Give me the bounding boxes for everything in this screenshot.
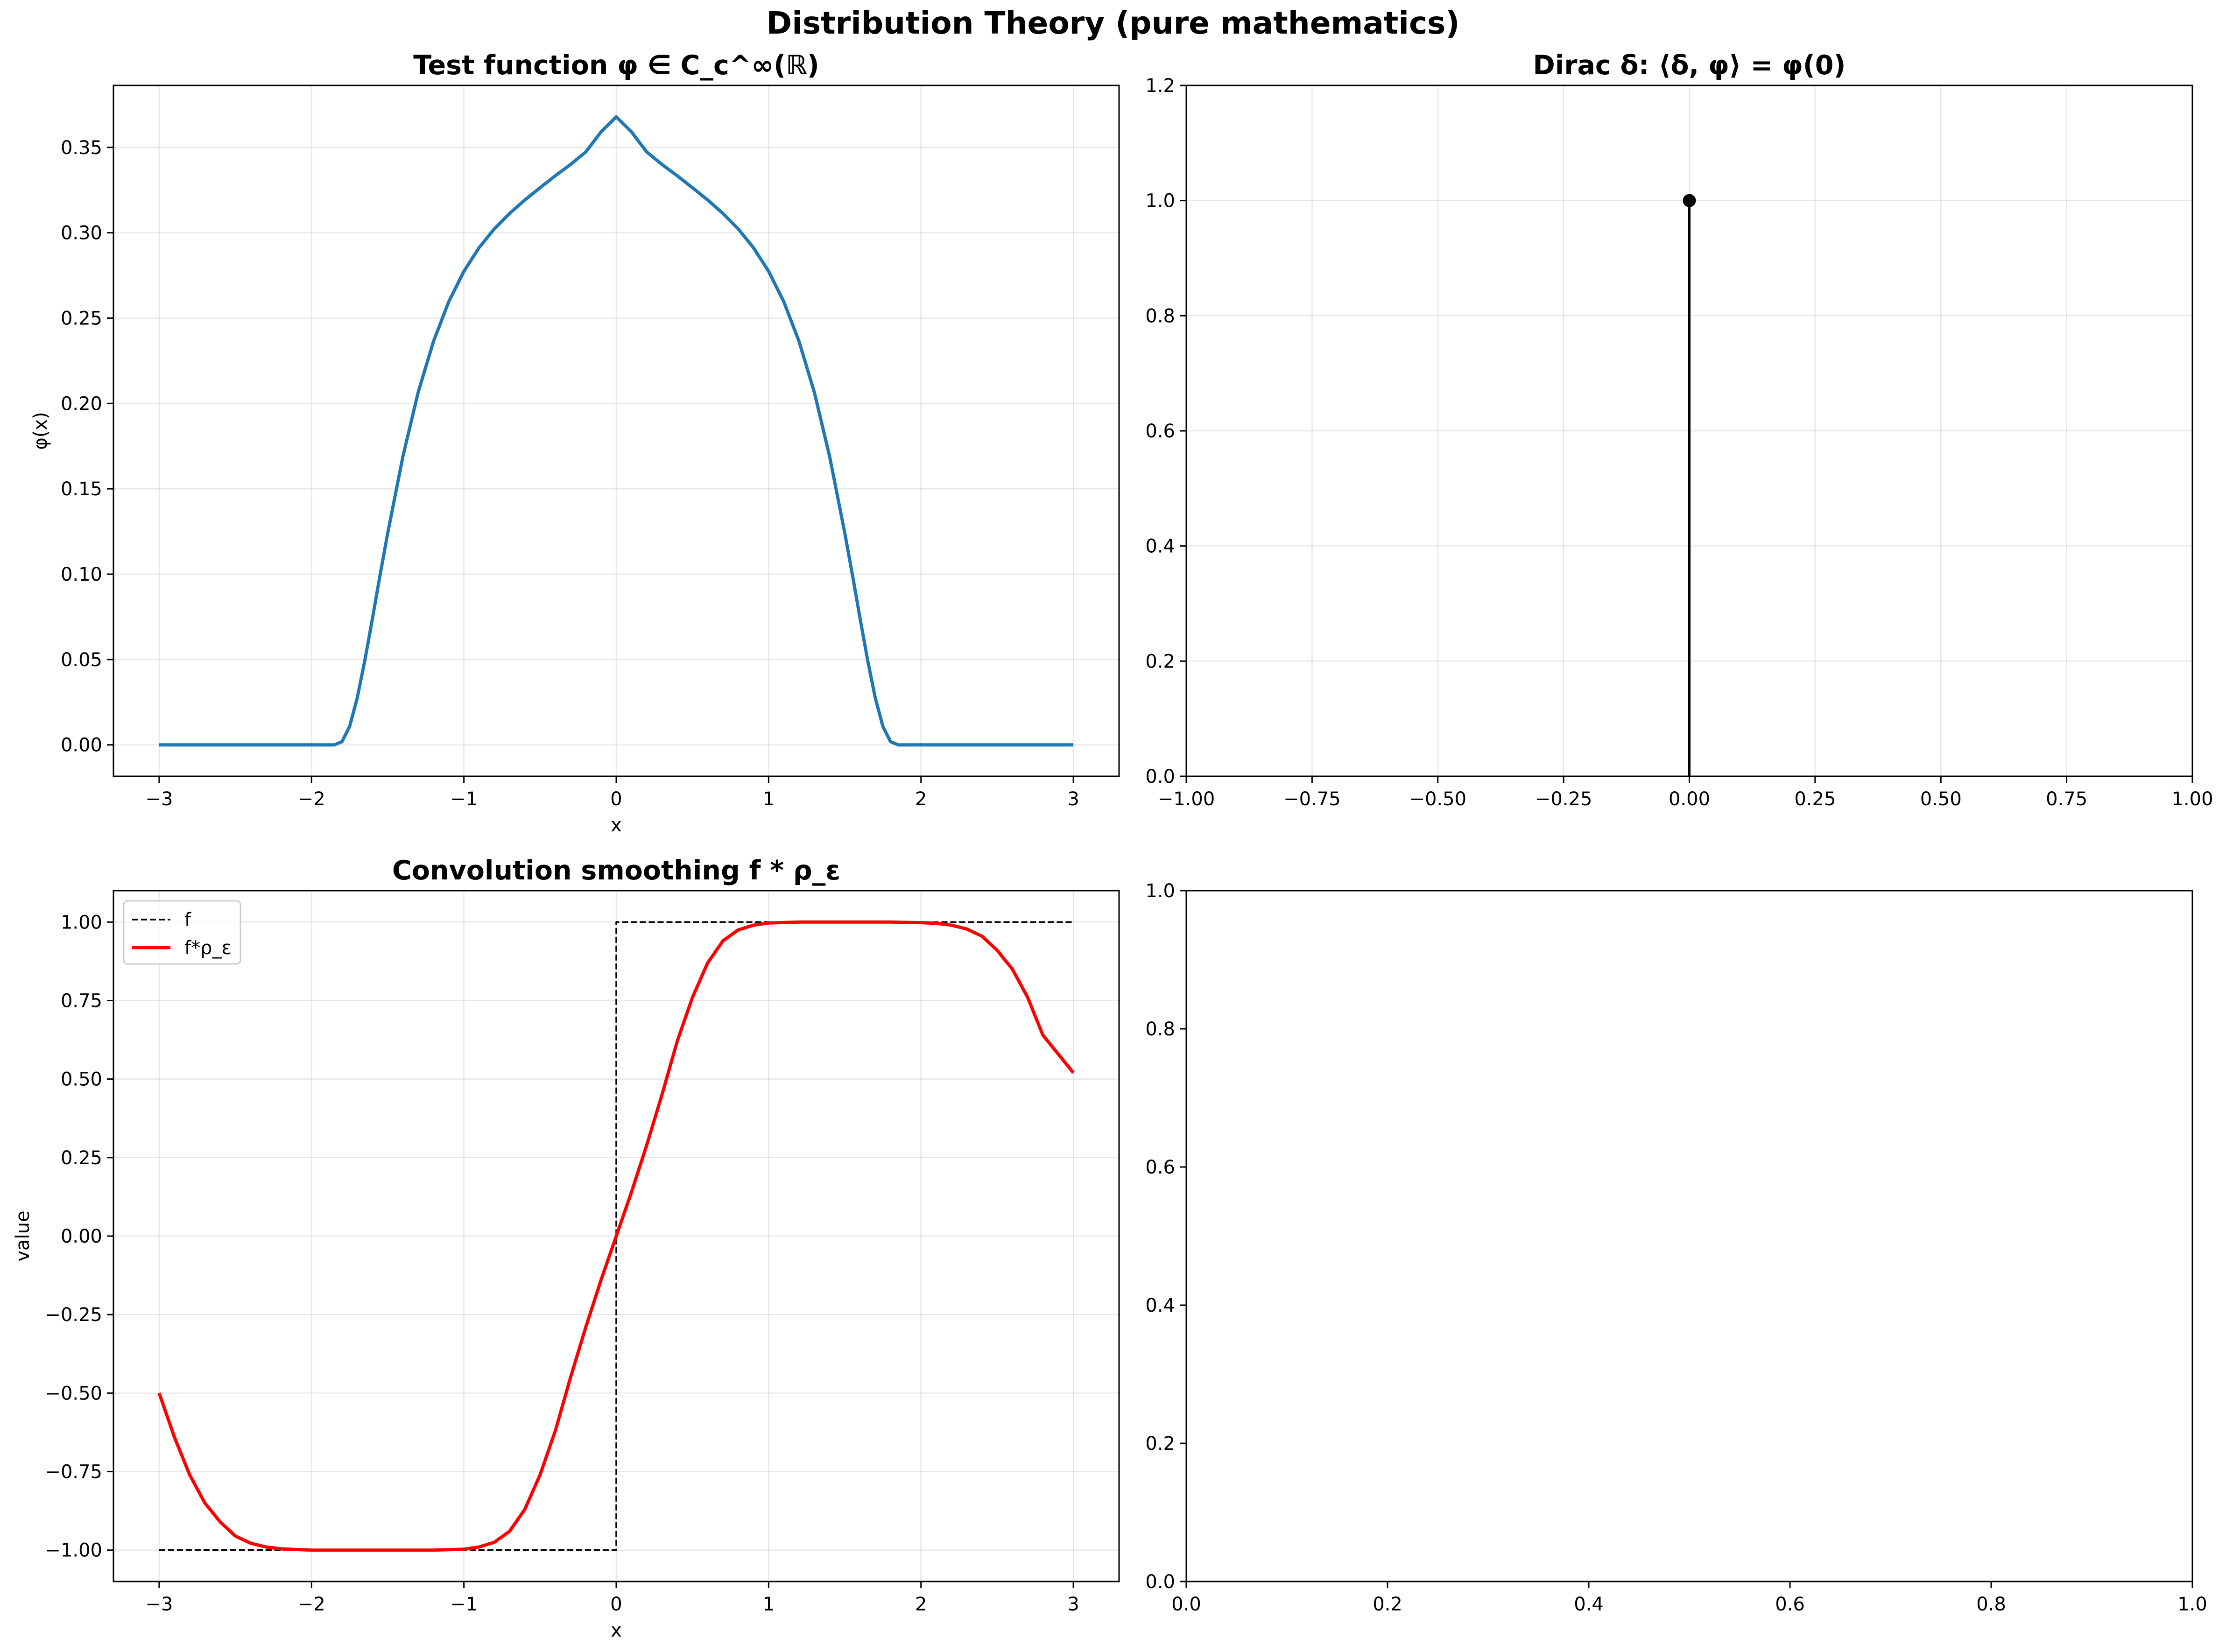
legend-label-0: f — [184, 909, 191, 931]
y-tick-label-convolution: −0.25 — [45, 1304, 102, 1326]
axes-frame-empty — [1185, 890, 2193, 1582]
x-tick-label-dirac-delta: 0.75 — [2046, 788, 2087, 810]
y-tick-label-convolution: −0.50 — [45, 1383, 102, 1404]
x-axis-label-convolution: x — [611, 1620, 622, 1641]
x-tick-label-convolution: 0 — [610, 1594, 622, 1615]
y-axis-label-test-function: φ(x) — [30, 412, 51, 450]
y-tick-label-empty: 0.6 — [1145, 1157, 1175, 1178]
x-tick-label-dirac-delta: 0.00 — [1669, 788, 1710, 810]
legend: f f*ρ_ε — [123, 900, 241, 965]
series-group-convolution — [157, 920, 1075, 1552]
y-tick-label-dirac-delta: 1.0 — [1145, 190, 1175, 212]
y-tick-label-dirac-delta: 0.8 — [1145, 305, 1175, 327]
y-tick-label-test-function: 0.25 — [61, 308, 102, 329]
x-tick-label-dirac-delta: 0.25 — [1794, 788, 1836, 810]
x-tick-label-empty: 0.8 — [1976, 1594, 2006, 1615]
panel-convolution: −3 −2 −1 0 1 2 3 −1.00 −0.75 −0.50 −0.25 0.00 0.25 0.… — [12, 855, 1120, 1641]
y-tick-label-dirac-delta: 0.4 — [1145, 536, 1175, 557]
x-tick-label-empty: 1.0 — [2177, 1594, 2207, 1615]
x-tick-label-convolution: −2 — [298, 1594, 325, 1615]
x-tick-label-test-function: 3 — [1067, 788, 1079, 810]
x-tick-label-convolution: −1 — [450, 1594, 478, 1615]
y-tick-label-empty: 0.8 — [1145, 1019, 1175, 1040]
y-tick-label-test-function: 0.05 — [61, 649, 102, 671]
grid-test-function — [113, 85, 1119, 776]
y-tick-label-test-function: 0.35 — [61, 137, 102, 159]
x-tick-label-dirac-delta: 0.50 — [1920, 788, 1962, 810]
y-tick-label-dirac-delta: 0.0 — [1145, 766, 1175, 787]
x-tick-label-empty: 0.4 — [1574, 1594, 1604, 1615]
x-tick-label-dirac-delta: −0.50 — [1409, 788, 1466, 810]
series-line-test-function-0 — [159, 115, 1074, 747]
panel-title-dirac-delta: Dirac δ: ⟨δ, φ⟩ = φ(0) — [1533, 50, 1846, 81]
y-tick-label-test-function: 0.15 — [61, 478, 102, 500]
panel-title-convolution: Convolution smoothing f * ρ_ε — [392, 855, 840, 886]
y-tick-label-dirac-delta: 0.6 — [1145, 421, 1175, 442]
x-tick-label-test-function: 1 — [763, 788, 775, 810]
x-tick-label-empty: 0.6 — [1775, 1594, 1805, 1615]
x-tick-label-test-function: −2 — [298, 788, 325, 810]
y-tick-label-empty: 0.2 — [1145, 1433, 1175, 1455]
x-tick-label-convolution: 2 — [915, 1594, 927, 1615]
y-tick-label-test-function: 0.30 — [61, 223, 102, 244]
y-tick-label-convolution: −0.75 — [45, 1462, 102, 1483]
x-tick-label-dirac-delta: −1.00 — [1158, 788, 1215, 810]
series-group-test-function — [159, 115, 1074, 747]
panel-dirac-delta: −1.00 −0.75 −0.50 −0.25 0.00 0.25 0.50 0.75 1.00… — [1145, 50, 2213, 810]
y-tick-label-test-function: 0.20 — [61, 393, 102, 415]
dirac-marker-point — [1683, 194, 1696, 207]
y-tick-label-empty: 0.4 — [1145, 1295, 1175, 1316]
panel-title-test-function: Test function φ ∈ C_c^∞(ℝ) — [413, 50, 819, 81]
x-tick-label-convolution: 1 — [763, 1594, 775, 1615]
x-tick-label-dirac-delta: 1.00 — [2171, 788, 2213, 810]
panel-test-function: −3 −2 −1 0 1 2 3 0.00 0.05 0.10 0.15 0.20 0.25 0.30 0.… — [30, 50, 1120, 836]
x-tick-label-test-function: −3 — [145, 788, 173, 810]
x-tick-label-test-function: −1 — [450, 788, 478, 810]
y-tick-label-convolution: 1.00 — [61, 912, 102, 933]
y-tick-label-test-function: 0.00 — [61, 735, 102, 756]
x-tick-label-empty: 0.2 — [1373, 1594, 1402, 1615]
x-tick-label-test-function: 0 — [610, 788, 622, 810]
y-tick-label-convolution: −1.00 — [45, 1540, 102, 1561]
y-tick-label-convolution: 0.00 — [61, 1226, 102, 1247]
legend-label-1: f*ρ_ε — [184, 937, 232, 959]
y-tick-label-convolution: 0.75 — [61, 990, 102, 1012]
y-tick-label-convolution: 0.25 — [61, 1147, 102, 1169]
y-tick-label-dirac-delta: 1.2 — [1145, 75, 1175, 97]
x-tick-label-convolution: −3 — [145, 1594, 173, 1615]
x-axis-label-test-function: x — [611, 815, 622, 836]
y-axis-label-convolution: value — [12, 1210, 34, 1261]
y-tick-label-convolution: 0.50 — [61, 1069, 102, 1090]
y-tick-label-test-function: 0.10 — [61, 564, 102, 585]
subplot-panels: −3 −2 −1 0 1 2 30.000.050.100.150.200.250.300.… — [12, 50, 2213, 1641]
y-tick-label-dirac-delta: 0.2 — [1145, 651, 1175, 672]
figure-suptitle: Distribution Theory (pure mathematics) — [766, 5, 1459, 41]
x-tick-label-dirac-delta: −0.75 — [1283, 788, 1341, 810]
y-tick-label-empty: 0.0 — [1145, 1571, 1175, 1593]
x-tick-label-test-function: 2 — [915, 788, 927, 810]
series-line-convolution-1 — [157, 920, 1075, 1552]
panel-empty: 0.0 0.2 0.4 0.6 0.8 1.0 0.0 0.2 0.4 0.6 0.8 1.0 — [1145, 880, 2207, 1615]
x-tick-label-empty: 0.0 — [1171, 1594, 1201, 1615]
y-tick-label-empty: 1.0 — [1145, 880, 1175, 902]
x-tick-label-dirac-delta: −0.25 — [1535, 788, 1592, 810]
x-tick-label-convolution: 3 — [1067, 1594, 1079, 1615]
